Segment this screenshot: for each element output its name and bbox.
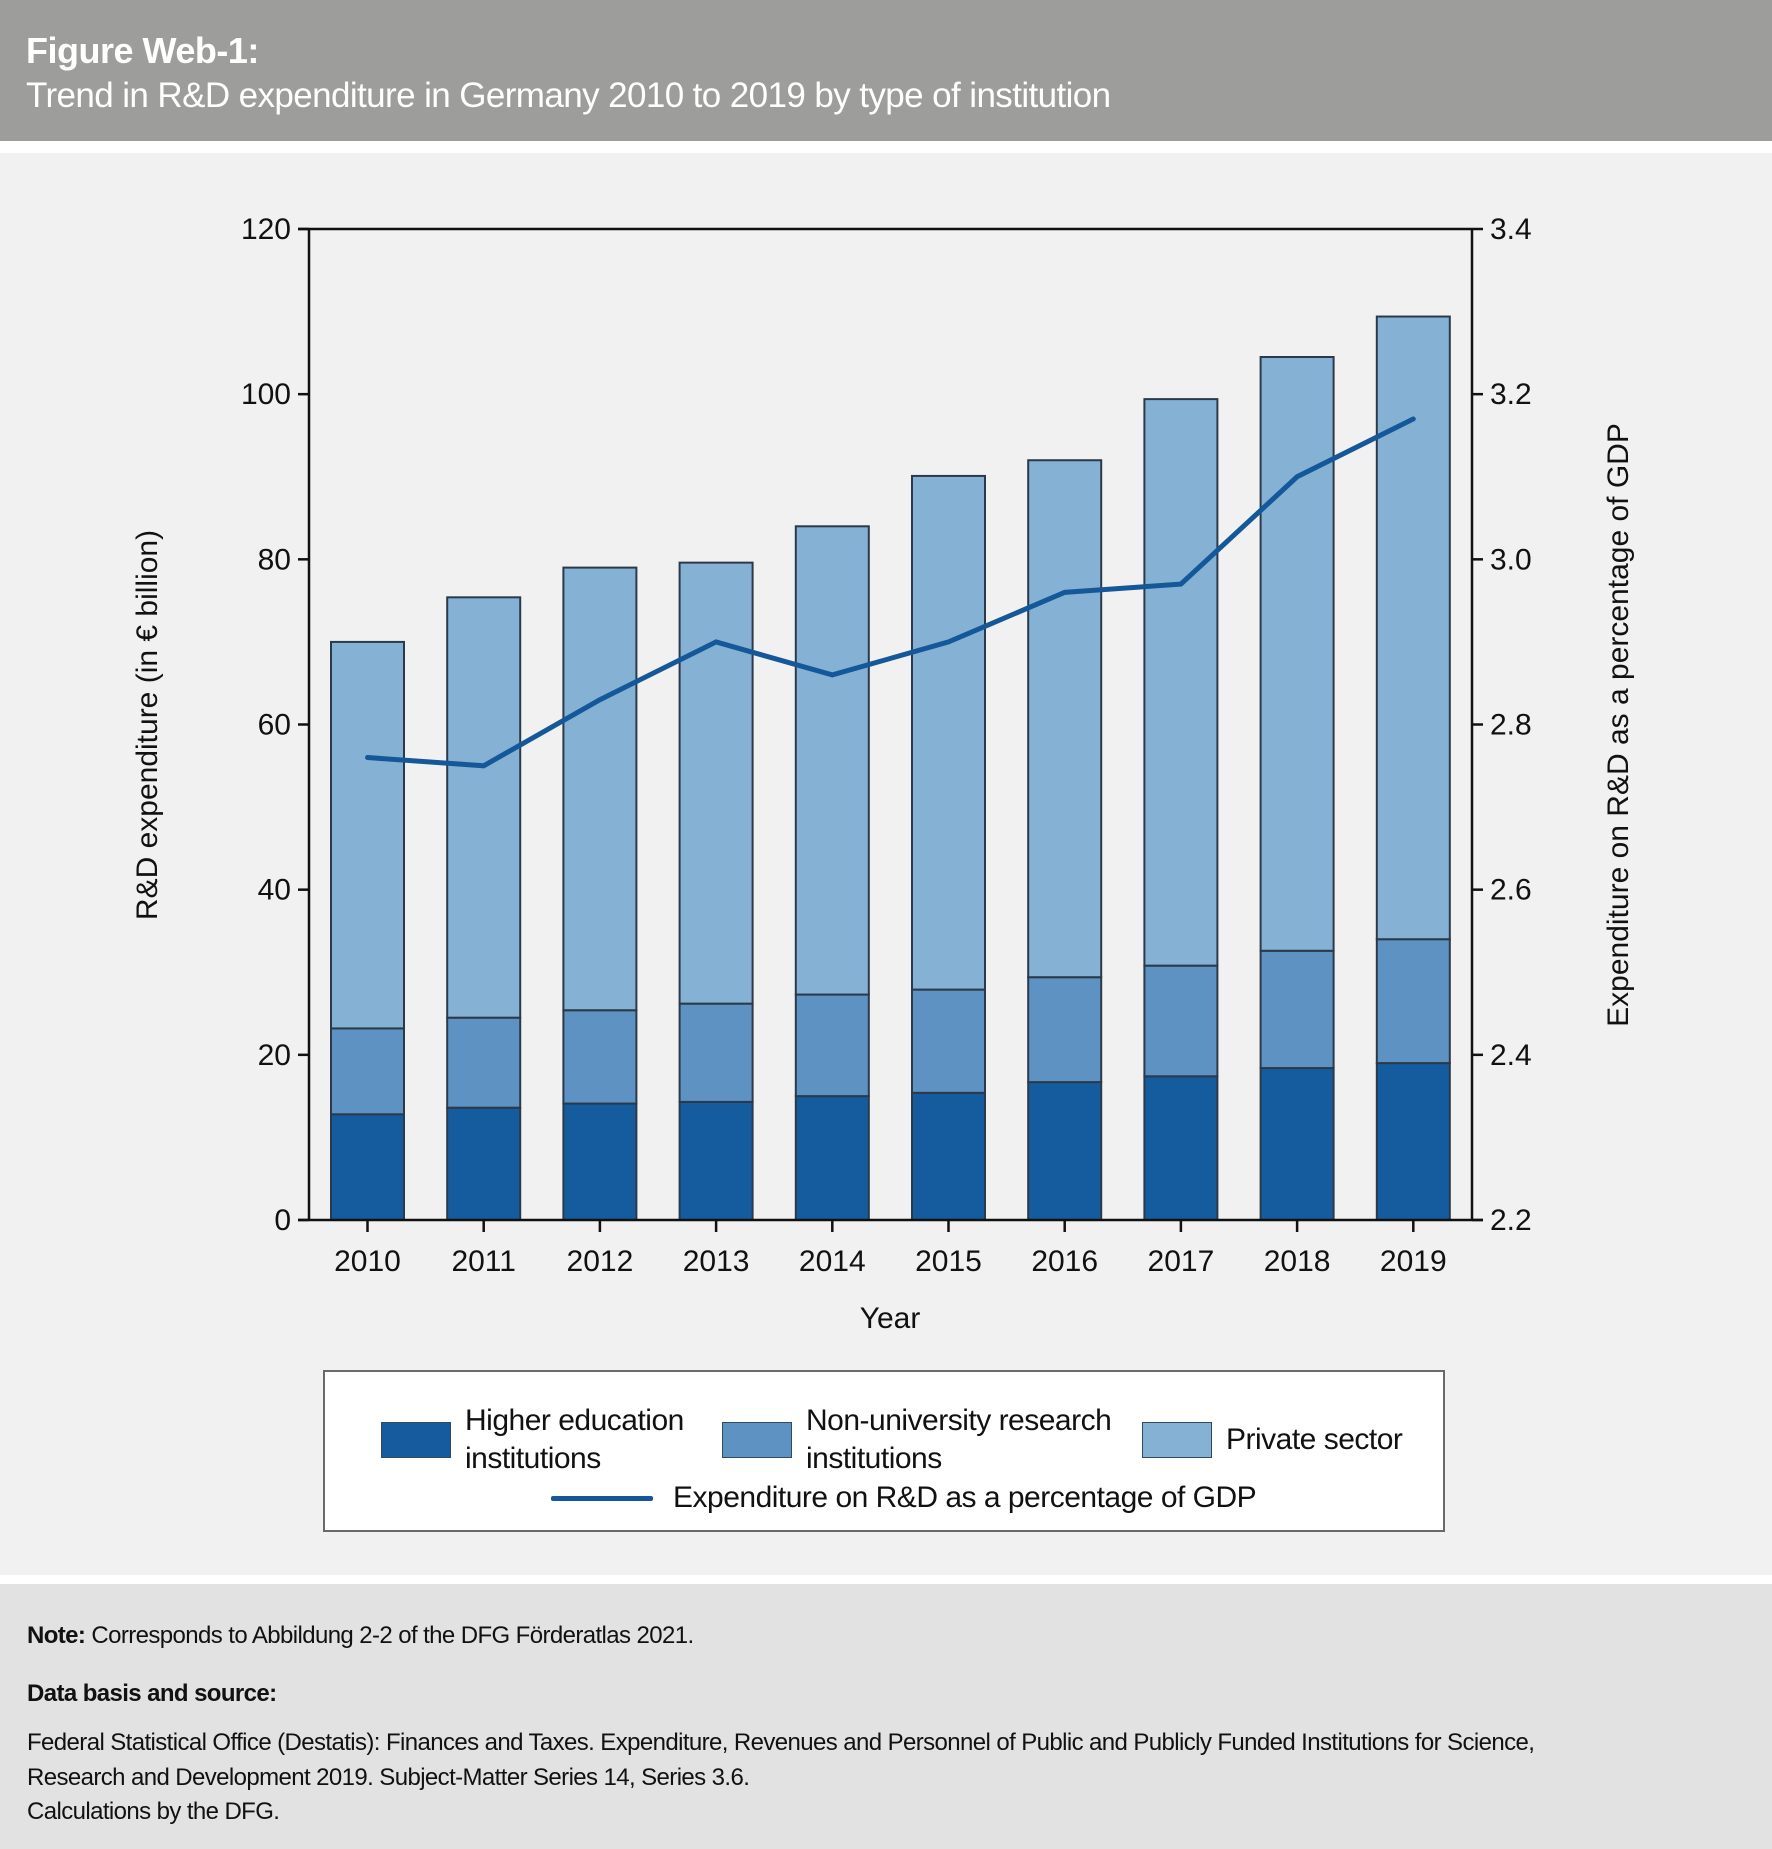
legend-label: Non-university research bbox=[806, 1404, 1112, 1437]
y-tick-label: 40 bbox=[258, 874, 291, 907]
bar-private-sector bbox=[1027, 459, 1103, 979]
legend-label: Higher education bbox=[465, 1404, 684, 1437]
y-axis-title: R&D expenditure (in € billion) bbox=[131, 530, 164, 920]
legend-label: Private sector bbox=[1226, 1423, 1403, 1456]
bars-group bbox=[330, 315, 1451, 1222]
notes-panel: Note: Corresponds to Abbildung 2-2 of th… bbox=[0, 1584, 1772, 1849]
bar-private-sector bbox=[794, 525, 870, 996]
legend-item-higher-education: Higher education institutions bbox=[381, 1402, 684, 1478]
y-tick-label: 0 bbox=[274, 1204, 291, 1237]
source-line-3: Calculations by the DFG. bbox=[27, 1798, 280, 1825]
chart-panel bbox=[0, 153, 1772, 1575]
source-label: Data basis and source: bbox=[27, 1680, 277, 1707]
figure-title: Trend in R&D expenditure in Germany 2010… bbox=[26, 76, 1111, 115]
bar-non-university bbox=[911, 988, 986, 1094]
x-tick-label: 2018 bbox=[1264, 1245, 1331, 1278]
bar-private-sector bbox=[1143, 398, 1219, 967]
x-tick-label: 2016 bbox=[1031, 1245, 1098, 1278]
legend-item-gdp-line: Expenditure on R&D as a percentage of GD… bbox=[551, 1479, 1257, 1517]
bar-non-university bbox=[1259, 949, 1335, 1070]
bar-private-sector bbox=[911, 474, 986, 991]
axes-group: 0 20 40 60 80 100 120 2.2 2.4 2.6 2.8 3.0 3.2 3.4 2010… bbox=[241, 213, 1532, 1278]
y-tick-label: 120 bbox=[241, 213, 291, 246]
y2-tick-label: 2.4 bbox=[1490, 1039, 1532, 1072]
bar-non-university bbox=[330, 1027, 405, 1116]
y-tick-label: 60 bbox=[258, 709, 291, 742]
bar-private-sector bbox=[1375, 315, 1451, 941]
bar-higher-education bbox=[794, 1095, 870, 1221]
legend-label: Expenditure on R&D as a percentage of GD… bbox=[673, 1481, 1257, 1514]
bar-higher-education bbox=[330, 1113, 405, 1221]
figure-label: Figure Web-1: bbox=[26, 30, 259, 71]
bar-non-university bbox=[794, 993, 870, 1098]
x-tick-label: 2012 bbox=[567, 1245, 634, 1278]
bar-higher-education bbox=[678, 1100, 754, 1222]
x-tick-label: 2017 bbox=[1148, 1245, 1215, 1278]
y2-axis-title: Expenditure on R&D as a percentage of GD… bbox=[1602, 423, 1635, 1027]
bar-higher-education bbox=[1375, 1062, 1451, 1222]
source-line-2: Research and Development 2019. Subject-M… bbox=[27, 1764, 750, 1791]
bar-non-university bbox=[1375, 938, 1451, 1065]
legend-label: institutions bbox=[465, 1442, 601, 1475]
bar-private-sector bbox=[562, 566, 638, 1012]
legend: Higher education institutions Non-univer… bbox=[323, 1370, 1445, 1532]
bar-non-university bbox=[1027, 976, 1103, 1084]
legend-swatch-non-university bbox=[722, 1422, 792, 1458]
bar-private-sector bbox=[1259, 356, 1335, 952]
bar-higher-education bbox=[446, 1106, 522, 1221]
y2-tick-label: 3.0 bbox=[1490, 543, 1532, 576]
x-tick-label: 2015 bbox=[915, 1245, 982, 1278]
y-tick-label: 80 bbox=[258, 543, 291, 576]
x-tick-label: 2013 bbox=[683, 1245, 750, 1278]
y2-tick-label: 2.6 bbox=[1490, 874, 1532, 907]
legend-swatch-private-sector bbox=[1142, 1422, 1212, 1458]
bar-higher-education bbox=[911, 1091, 986, 1221]
y2-tick-label: 3.2 bbox=[1490, 378, 1532, 411]
bar-private-sector bbox=[330, 640, 405, 1030]
y2-tick-label: 2.8 bbox=[1490, 709, 1532, 742]
bar-non-university bbox=[1143, 964, 1219, 1078]
legend-label: institutions bbox=[806, 1442, 942, 1475]
source-line-1: Federal Statistical Office (Destatis): F… bbox=[27, 1729, 1535, 1756]
legend-item-non-university: Non-university research institutions bbox=[722, 1402, 1112, 1478]
chart: 0 20 40 60 80 100 120 2.2 2.4 2.6 2.8 3.0 3.2 3.4 2010… bbox=[131, 213, 1635, 1335]
figure-header: Figure Web-1: Trend in R&D expenditure i… bbox=[0, 0, 1772, 141]
x-tick-label: 2010 bbox=[334, 1245, 401, 1278]
bar-higher-education bbox=[1027, 1081, 1103, 1221]
bar-non-university bbox=[562, 1009, 638, 1105]
y2-tick-label: 3.4 bbox=[1490, 213, 1532, 246]
bar-higher-education bbox=[562, 1102, 638, 1221]
x-tick-label: 2011 bbox=[451, 1245, 516, 1278]
y2-tick-label: 2.2 bbox=[1490, 1204, 1532, 1237]
x-tick-label: 2019 bbox=[1380, 1245, 1447, 1278]
legend-item-private-sector: Private sector bbox=[1142, 1421, 1403, 1459]
gdp-line-group bbox=[365, 416, 1416, 769]
y-tick-label: 100 bbox=[241, 378, 291, 411]
bar-private-sector bbox=[678, 561, 754, 1005]
legend-swatch-higher-education bbox=[381, 1422, 451, 1458]
legend-line-gdp bbox=[551, 1495, 653, 1501]
bar-non-university bbox=[678, 1002, 754, 1103]
note-text: Corresponds to Abbildung 2-2 of the DFG … bbox=[85, 1622, 694, 1649]
note-label: Note: bbox=[27, 1622, 86, 1649]
bar-non-university bbox=[446, 1016, 522, 1109]
x-tick-label: 2014 bbox=[799, 1245, 866, 1278]
note-line: Note: Corresponds to Abbildung 2-2 of th… bbox=[27, 1622, 694, 1650]
y-tick-label: 20 bbox=[258, 1039, 291, 1072]
bar-private-sector bbox=[446, 596, 522, 1019]
bar-higher-education bbox=[1259, 1067, 1335, 1221]
gdp-line bbox=[365, 416, 1416, 769]
x-axis-title: Year bbox=[860, 1302, 921, 1335]
bar-higher-education bbox=[1143, 1075, 1219, 1222]
